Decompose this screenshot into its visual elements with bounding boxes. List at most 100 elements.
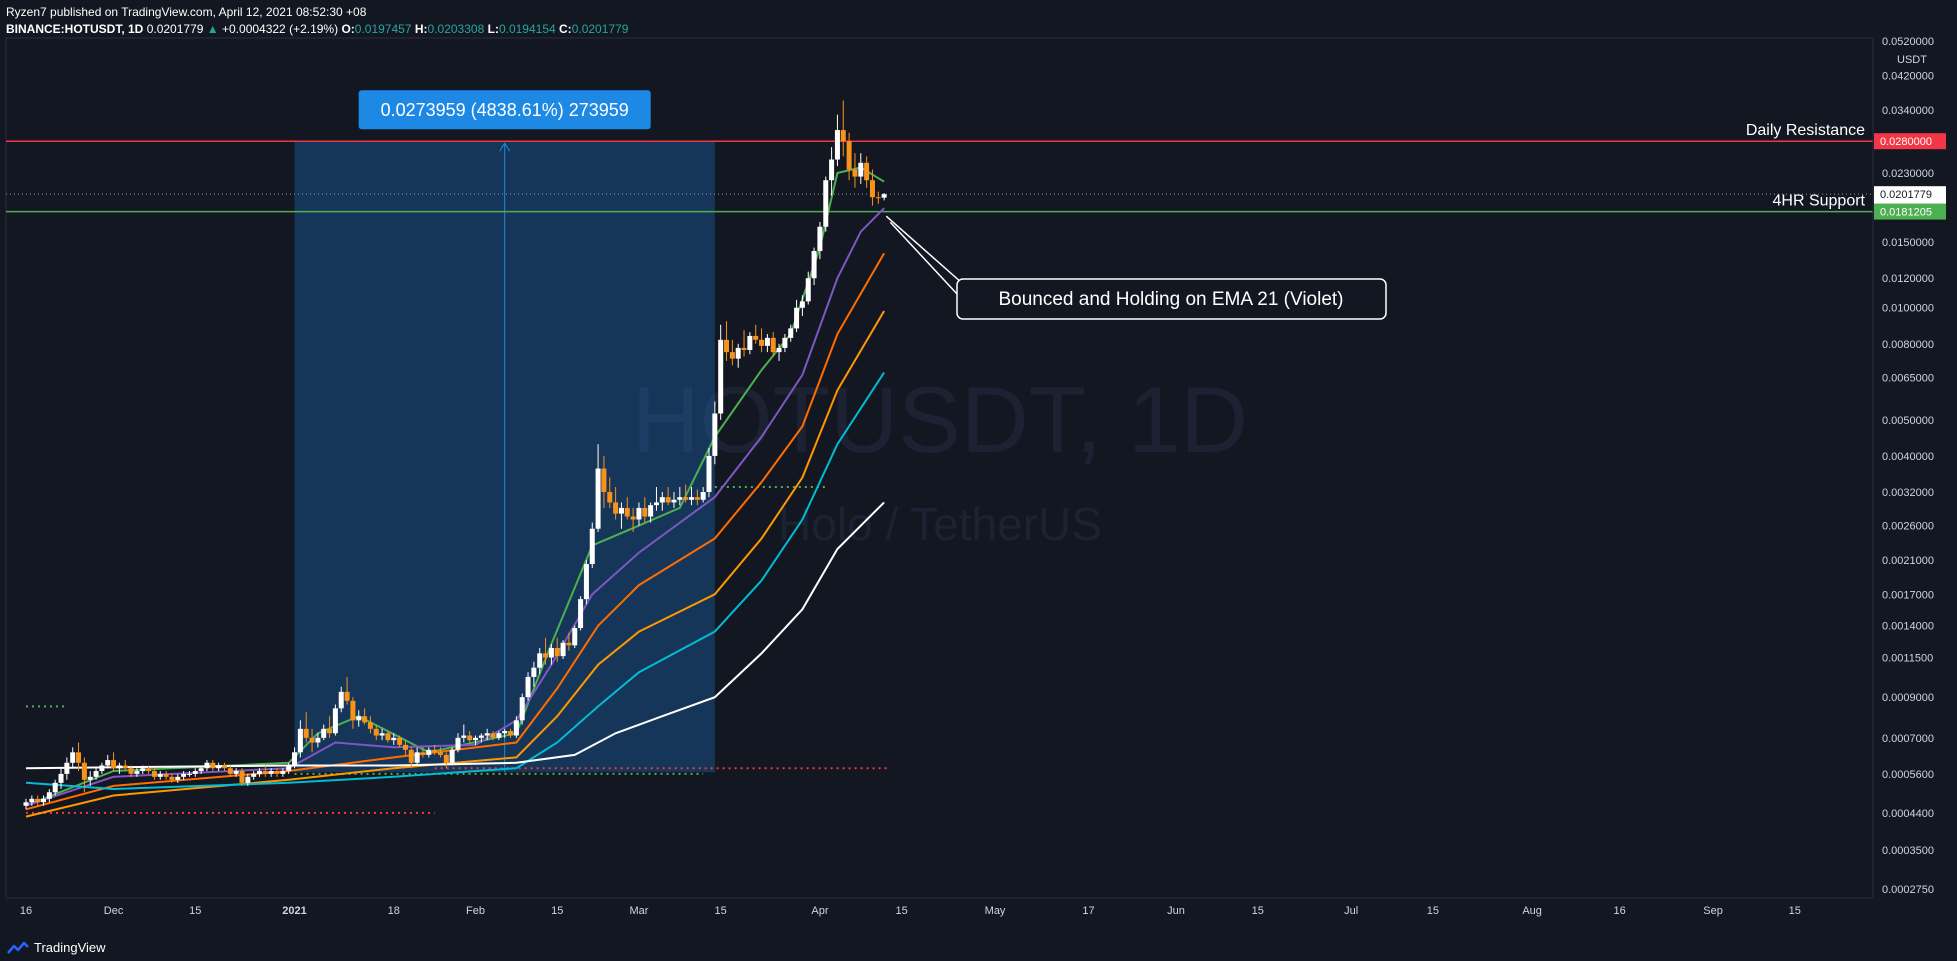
candle-body	[420, 752, 426, 755]
candle-body	[478, 735, 484, 738]
candle-body	[321, 728, 327, 738]
tradingview-footer[interactable]: TradingView	[6, 940, 106, 955]
candle-body	[823, 180, 829, 227]
candle-body	[858, 162, 864, 177]
candle-body	[741, 347, 747, 350]
horizontal-line-label-support: 4HR Support	[1773, 193, 1866, 210]
ema-line-ema-21	[25, 207, 885, 807]
candle-body	[613, 502, 619, 514]
candle-body	[64, 762, 70, 774]
candle-body	[653, 502, 659, 506]
candle-body	[840, 130, 846, 142]
candle-body	[327, 728, 333, 734]
candle-body	[624, 507, 630, 517]
candle-body	[718, 339, 724, 414]
candle-body	[817, 226, 823, 252]
candle-body	[461, 735, 467, 738]
candle-body	[455, 737, 461, 750]
candle-body	[280, 771, 286, 774]
candle-body	[274, 771, 280, 774]
candle-body	[391, 737, 397, 741]
candle-body	[881, 194, 887, 198]
annotation-text: Bounced and Holding on EMA 21 (Violet)	[998, 289, 1343, 310]
x-tick-label: 15	[1252, 905, 1264, 917]
y-tick-label: 0.0014000	[1882, 621, 1934, 633]
candle-body	[799, 301, 805, 308]
x-tick-label: 2021	[282, 905, 306, 917]
chart-header: Ryzen7 published on TradingView.com, Apr…	[6, 4, 628, 38]
price-badge-label: 0.0280000	[1880, 136, 1932, 148]
candle-body	[764, 337, 770, 346]
y-tick-label: 0.0017000	[1882, 589, 1934, 601]
candle-body	[759, 339, 765, 346]
symbol-line: BINANCE:HOTUSDT, 1D 0.0201779 ▲ +0.00043…	[6, 21, 628, 38]
candle-body	[52, 782, 58, 793]
horizontal-line-label-resistance: Daily Resistance	[1746, 122, 1865, 139]
candle-body	[309, 737, 315, 743]
candle-body	[367, 722, 373, 729]
candle-body	[262, 771, 268, 774]
candle-body	[531, 667, 537, 677]
close-value: 0.0201779	[571, 22, 629, 36]
candle-body	[525, 676, 531, 698]
price-change: +0.0004322 (+2.19%)	[222, 22, 339, 36]
candle-body	[513, 720, 519, 736]
y-tick-label: 0.0003500	[1882, 845, 1934, 857]
candle-body	[87, 776, 93, 780]
y-tick-label: 0.0050000	[1882, 415, 1934, 427]
candle-body	[753, 335, 759, 340]
x-tick-label: Apr	[811, 905, 828, 917]
candles-group	[23, 100, 887, 810]
candle-body	[671, 499, 677, 503]
candle-body	[537, 653, 543, 668]
candle-body	[134, 771, 140, 774]
price-badge-label: 0.0181205	[1880, 207, 1932, 219]
candle-body	[297, 728, 303, 753]
candle-body	[408, 749, 414, 763]
brand-name: TradingView	[34, 940, 106, 955]
y-tick-label: 0.0002750	[1882, 884, 1934, 896]
x-tick-label: Sep	[1703, 905, 1723, 917]
candle-body	[473, 737, 478, 741]
candle-body	[373, 728, 379, 736]
high-label: H:	[414, 22, 428, 36]
candle-body	[198, 768, 204, 772]
candle-body	[70, 752, 76, 763]
candle-body	[338, 691, 344, 709]
candle-body	[583, 564, 589, 600]
candle-body	[81, 762, 87, 780]
candle-body	[618, 507, 624, 514]
candle-body	[414, 752, 420, 763]
candle-body	[292, 752, 298, 766]
candle-body	[700, 492, 706, 500]
x-tick-label: 15	[551, 905, 563, 917]
candle-body	[794, 307, 800, 329]
candle-body	[554, 647, 560, 657]
y-tick-label: 0.0100000	[1882, 303, 1934, 315]
x-tick-label: 15	[189, 905, 201, 917]
candle-body	[227, 768, 233, 774]
candle-body	[379, 733, 385, 736]
candle-body	[566, 642, 572, 646]
candle-body	[443, 754, 449, 763]
candle-body	[268, 771, 274, 774]
candle-body	[216, 765, 222, 769]
candle-body	[402, 744, 408, 750]
candle-body	[169, 776, 175, 780]
candle-body	[677, 497, 683, 500]
annotation-pointer-2	[889, 221, 959, 296]
candle-body	[221, 765, 227, 769]
y-tick-label: 0.0004400	[1882, 808, 1934, 820]
candle-body	[186, 773, 192, 775]
y-tick-label: 0.0032000	[1882, 487, 1934, 499]
y-tick-label: 0.0005600	[1882, 769, 1934, 781]
annotation-box	[956, 278, 1387, 320]
up-arrow-icon: ▲	[206, 22, 219, 36]
candle-body	[659, 497, 665, 503]
x-tick-label: Feb	[466, 905, 485, 917]
candle-body	[116, 765, 122, 769]
candle-body	[811, 251, 817, 279]
candle-body	[99, 765, 105, 772]
candle-body	[437, 752, 443, 755]
